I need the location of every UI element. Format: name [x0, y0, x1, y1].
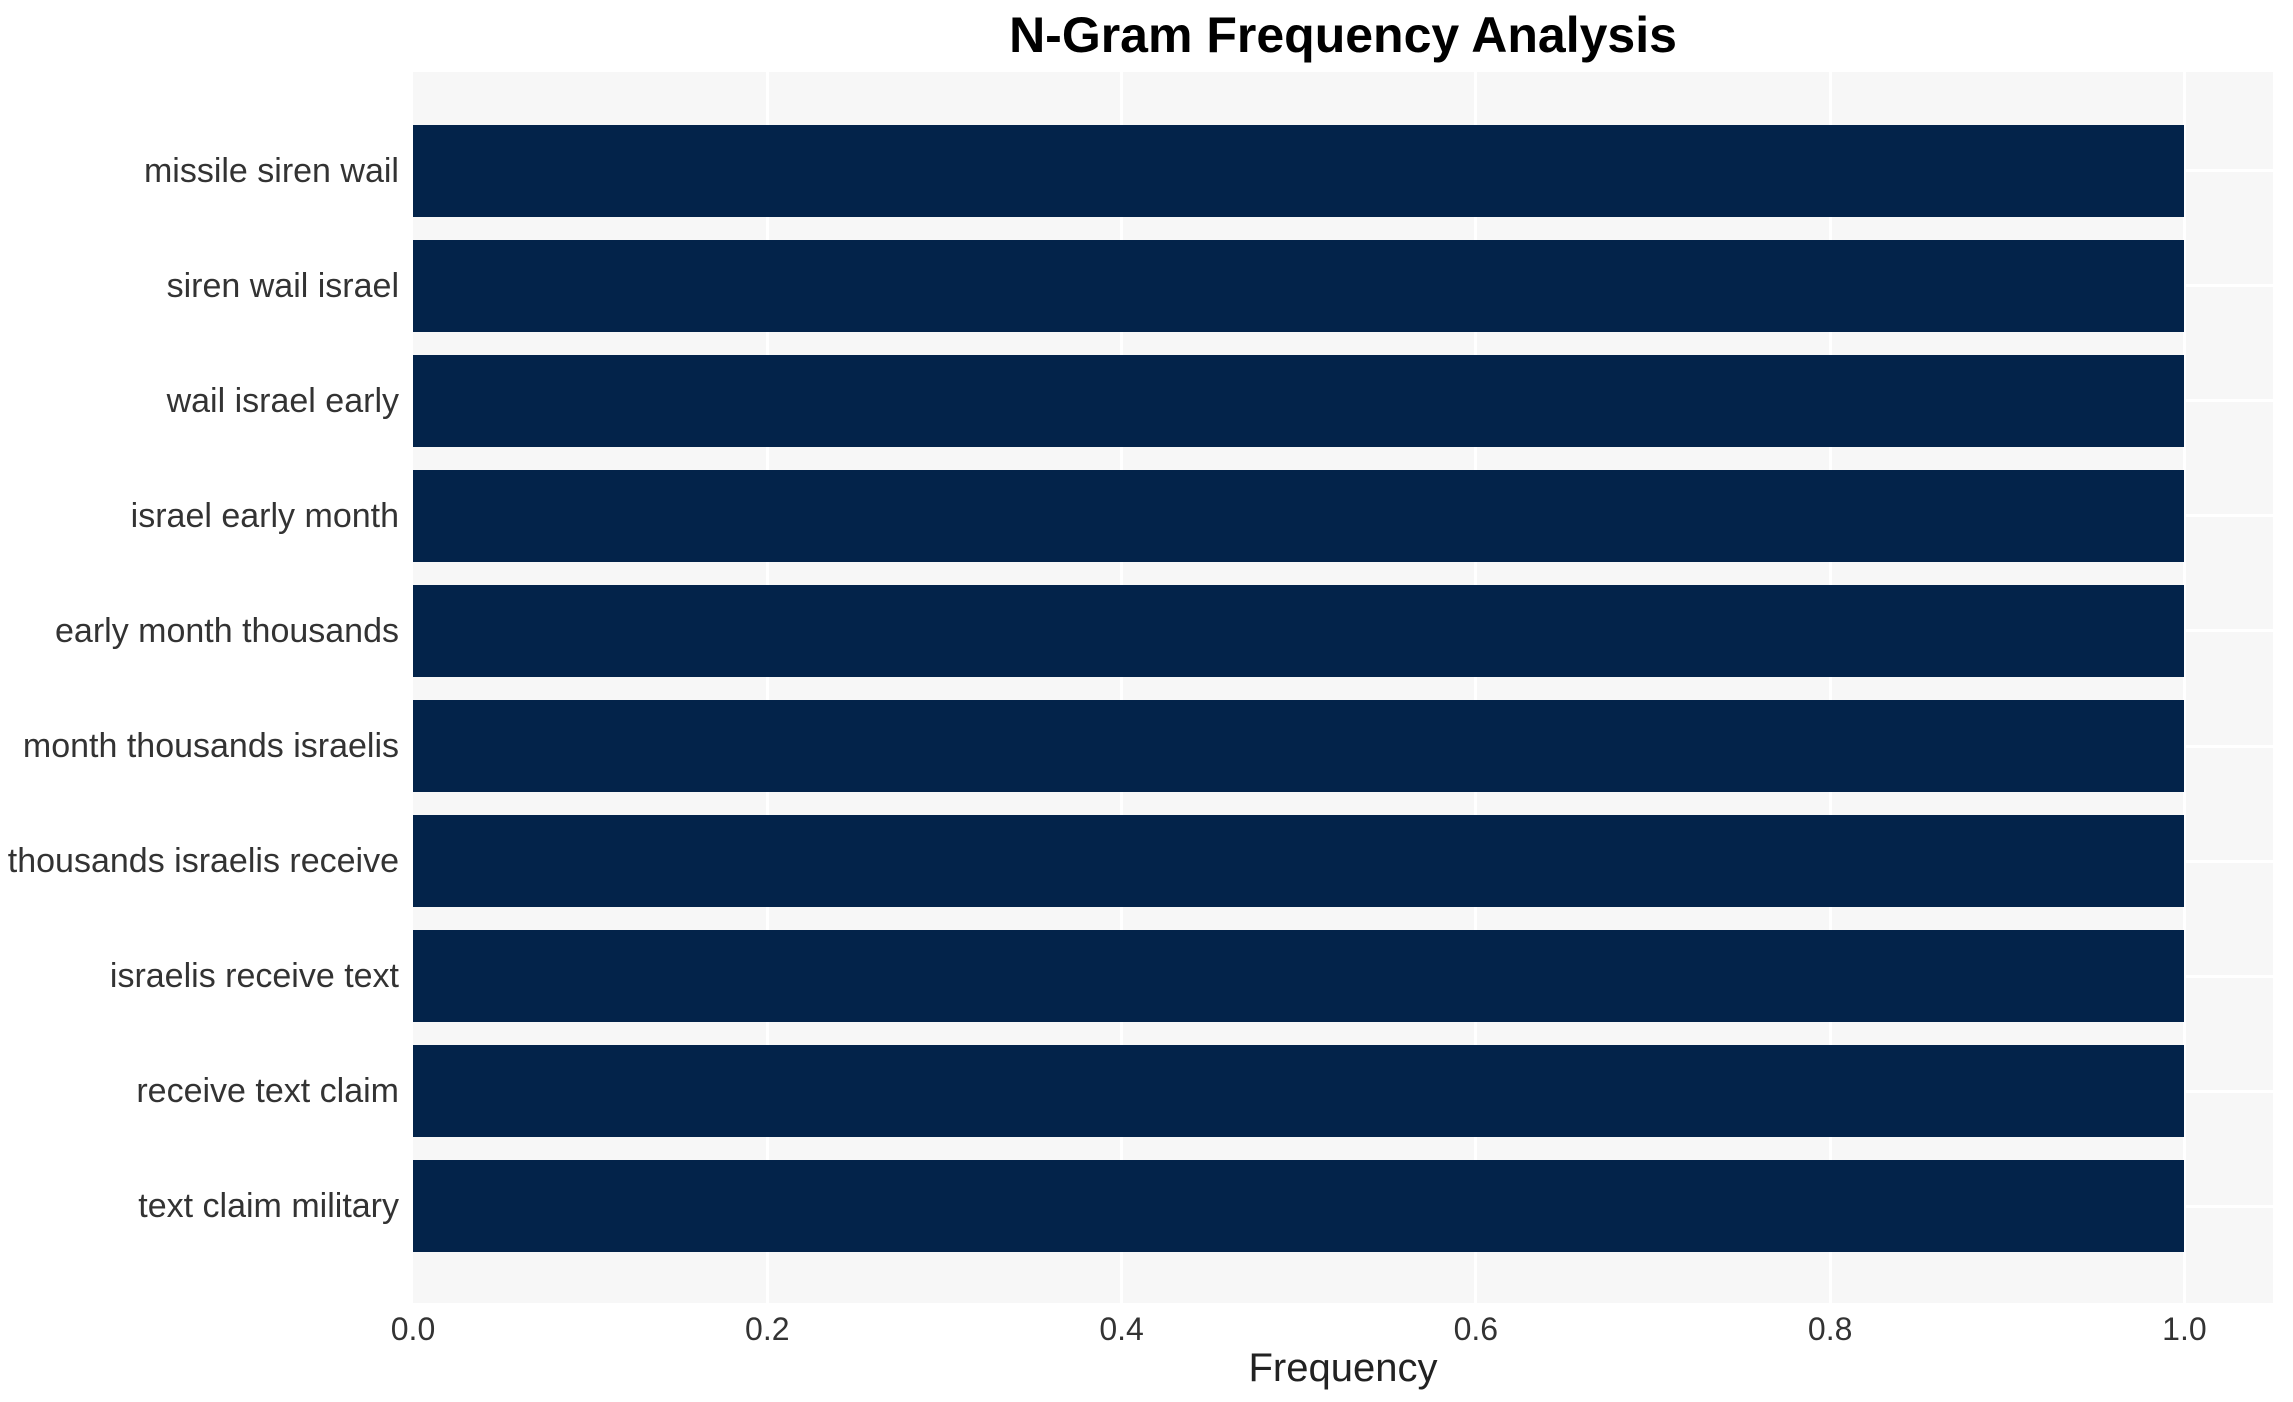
bar-wail-israel-early	[413, 354, 2185, 447]
bar-missile-siren-wail	[413, 124, 2185, 217]
x-tick-label: 0.0	[390, 1311, 436, 1347]
x-tick-label: 0.4	[1099, 1311, 1144, 1347]
x-tick-label: 0.6	[1453, 1311, 1499, 1347]
y-tick-label: text claim military	[138, 1187, 399, 1226]
y-tick-label: thousands israelis receive	[7, 842, 399, 881]
y-tick-label: month thousands israelis	[22, 727, 399, 765]
y-tick-label: siren wail israel	[166, 266, 399, 305]
vertical-gridline	[2182, 72, 2186, 1303]
x-axis-label: Frequency	[1248, 1346, 1438, 1390]
vertical-gridline	[1828, 72, 1832, 1303]
x-tick-label: 0.8	[1807, 1311, 1853, 1347]
bar-receive-text-claim	[413, 1045, 2185, 1138]
plot-area	[413, 72, 2273, 1303]
bar-israelis-receive-text	[413, 930, 2185, 1023]
bar-siren-wail-israel	[413, 239, 2185, 332]
y-tick-label: missile siren wail	[143, 151, 399, 190]
y-tick-label: early month thousands	[55, 611, 399, 650]
vertical-gridline	[765, 72, 769, 1303]
x-tick-label: 0.2	[745, 1311, 790, 1347]
chart-title: N-Gram Frequency Analysis	[1009, 7, 1677, 63]
bar-early-month-thousands	[413, 584, 2185, 677]
bar-thousands-israelis-receive	[413, 815, 2185, 908]
y-tick-label: israel early month	[130, 496, 399, 535]
x-tick-label: 1.0	[2162, 1311, 2207, 1347]
vertical-gridline	[1120, 72, 1124, 1303]
y-tick-label: receive text claim	[136, 1072, 399, 1111]
bar-month-thousands-israelis	[413, 700, 2185, 792]
bar-israel-early-month	[413, 469, 2185, 562]
y-tick-label: wail israel early	[166, 381, 399, 420]
bar-text-claim-military	[413, 1160, 2185, 1253]
vertical-gridline	[1474, 72, 1478, 1303]
y-tick-label: israelis receive text	[109, 957, 399, 996]
